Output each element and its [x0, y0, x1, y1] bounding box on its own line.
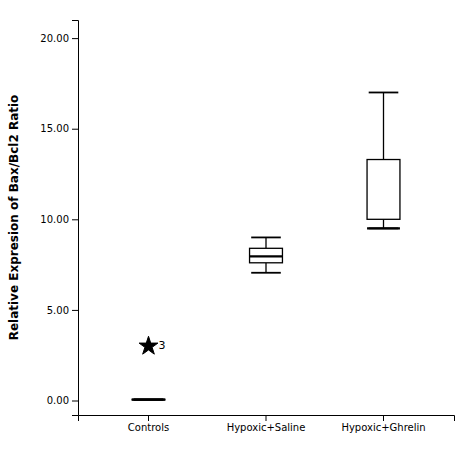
whisker-cap-high — [251, 237, 281, 239]
y-axis: 0.00 5.00 10.00 15.00 20.00 — [40, 21, 78, 416]
box — [250, 248, 283, 262]
y-tick-mark — [72, 219, 78, 220]
boxes — [132, 92, 400, 399]
y-tick-mark — [72, 310, 78, 311]
whisker-low — [265, 263, 266, 273]
y-tick: 10.00 — [40, 214, 78, 225]
y-tick-label: 10.00 — [40, 214, 69, 225]
median — [367, 227, 400, 229]
x-tick: Hypoxic+Ghrelin — [341, 415, 425, 433]
whisker-high — [383, 92, 384, 159]
x-tick-label: Hypoxic+Saline — [227, 422, 306, 433]
x-axis-line — [79, 416, 455, 422]
median — [250, 255, 283, 257]
whisker-cap-low — [251, 272, 281, 274]
y-tick: 15.00 — [40, 123, 78, 134]
y-axis-line — [72, 21, 79, 416]
whisker-high — [265, 237, 266, 248]
y-tick-label: 20.00 — [40, 33, 69, 44]
y-tick-label: 0.00 — [47, 395, 69, 406]
x-tick-label: Controls — [128, 422, 169, 433]
y-tick-mark — [72, 129, 78, 130]
y-tick-mark — [72, 38, 78, 39]
x-tick-label: Hypoxic+Ghrelin — [341, 422, 425, 433]
y-tick-mark — [72, 401, 78, 402]
x-tick: Controls — [128, 415, 169, 433]
whisker-low — [383, 219, 384, 228]
y-tick-label: 15.00 — [40, 123, 69, 134]
x-tick-mark — [266, 415, 267, 421]
x-tick: Hypoxic+Saline — [227, 415, 306, 433]
y-tick: 20.00 — [40, 33, 78, 44]
median — [132, 398, 165, 400]
chart: 0.00 5.00 10.00 15.00 20.00 Controls Hypoxic+S… — [0, 0, 474, 455]
whisker-cap-high — [369, 92, 399, 94]
box-group — [132, 336, 165, 400]
outlier-labels: 3 — [159, 339, 166, 352]
box-group — [250, 237, 283, 272]
box-group — [367, 92, 400, 228]
y-tick: 0.00 — [47, 395, 78, 406]
y-tick-label: 5.00 — [47, 305, 69, 316]
outlier-label: 3 — [159, 339, 166, 352]
outlier — [139, 336, 158, 354]
x-axis: Controls Hypoxic+Saline Hypoxic+Ghrelin — [79, 415, 455, 433]
x-tick-mark — [148, 415, 149, 421]
x-tick-mark — [383, 415, 384, 421]
box — [132, 399, 165, 401]
y-axis-title: Relative Expresion of Bax/Bcl2 Ratio — [7, 95, 21, 341]
y-tick: 5.00 — [47, 305, 78, 316]
box — [367, 160, 400, 220]
